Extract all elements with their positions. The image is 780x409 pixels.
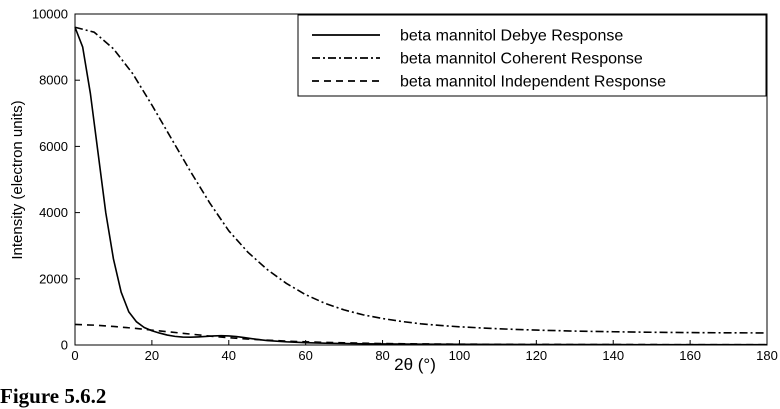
legend: beta mannitol Debye Response beta mannito… [297, 14, 767, 97]
y-tick-label: 2000 [39, 271, 68, 286]
y-axis-label: Intensity (electron units) [9, 100, 26, 259]
x-tick-label: 0 [71, 348, 78, 363]
legend-box [297, 14, 767, 97]
series-lines [74, 26, 768, 346]
y-axis-label-group: Intensity (electron units) [9, 100, 26, 259]
x-tick-label: 40 [222, 348, 236, 363]
y-tick-label: 4000 [39, 205, 68, 220]
figure-caption: Figure 5.6.2 [0, 384, 107, 408]
x-tick-label: 120 [525, 348, 547, 363]
axis-ticks: 0 20 40 60 80 100 120 140 160 180 0 2000 4000 6000 800… [32, 7, 778, 364]
y-tick-label: 0 [61, 338, 68, 353]
legend-label-1: beta mannitol Debye Response [400, 28, 623, 45]
y-tick-label: 6000 [39, 139, 68, 154]
x-tick-label: 80 [375, 348, 389, 363]
series-line-2 [74, 26, 768, 334]
legend-label-2: beta mannitol Coherent Response [400, 51, 643, 68]
plot-frame [74, 13, 768, 346]
legend-label-3: beta mannitol Independent Response [400, 74, 666, 91]
x-axis-label: 2θ (°) [394, 355, 436, 374]
y-tick-label: 10000 [32, 7, 68, 22]
line-chart: Intensity (electron units) 2θ (°) 0 20 40 6… [9, 7, 778, 375]
y-tick-label: 8000 [39, 73, 68, 88]
series-line-1 [74, 26, 768, 346]
x-tick-label: 60 [298, 348, 312, 363]
x-tick-label: 100 [449, 348, 471, 363]
x-tick-label: 180 [756, 348, 778, 363]
series-line-3 [74, 323, 768, 346]
x-tick-label: 160 [679, 348, 701, 363]
x-tick-label: 140 [602, 348, 624, 363]
x-tick-label: 20 [145, 348, 159, 363]
